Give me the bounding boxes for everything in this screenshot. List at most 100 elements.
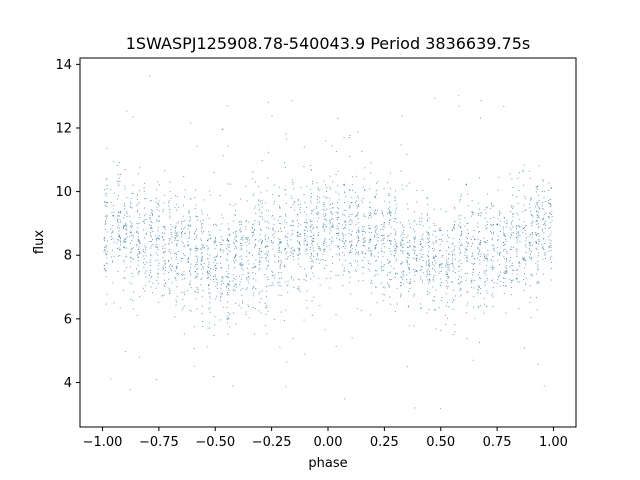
- data-point: [233, 260, 235, 262]
- data-point: [454, 331, 456, 333]
- data-point: [394, 244, 396, 246]
- data-point: [265, 314, 267, 316]
- data-point: [187, 260, 189, 262]
- data-point: [125, 238, 127, 240]
- data-point: [226, 105, 228, 107]
- data-point: [163, 251, 165, 253]
- data-point: [356, 261, 358, 263]
- data-point: [317, 202, 319, 204]
- data-point: [176, 203, 178, 205]
- data-point: [279, 216, 281, 218]
- data-point: [518, 262, 520, 264]
- data-point: [106, 244, 108, 246]
- data-point: [396, 246, 398, 248]
- data-point: [451, 281, 453, 283]
- data-point: [306, 223, 308, 225]
- data-point: [169, 181, 171, 183]
- data-point: [485, 257, 487, 259]
- data-point: [453, 228, 455, 230]
- data-point: [182, 299, 184, 300]
- data-point: [124, 188, 126, 190]
- data-point: [451, 243, 453, 245]
- y-tick-label: 14: [55, 58, 72, 73]
- data-point: [362, 253, 364, 255]
- data-point: [156, 279, 158, 281]
- data-point: [202, 222, 204, 224]
- data-point: [528, 256, 530, 258]
- data-point: [117, 215, 119, 217]
- data-point: [252, 288, 254, 289]
- data-point: [460, 287, 462, 289]
- data-point: [157, 254, 159, 256]
- data-point: [259, 260, 261, 262]
- data-point: [188, 212, 190, 214]
- data-point: [267, 254, 269, 256]
- data-point: [409, 240, 411, 241]
- data-point: [157, 265, 159, 267]
- data-point: [342, 213, 344, 215]
- data-point: [422, 247, 424, 249]
- data-point: [490, 224, 492, 226]
- data-point: [156, 379, 158, 380]
- data-point: [316, 226, 318, 228]
- data-point: [434, 308, 436, 310]
- data-point: [472, 359, 474, 361]
- data-point: [395, 190, 396, 192]
- data-point: [344, 191, 346, 193]
- data-point: [310, 226, 311, 227]
- data-point: [330, 277, 331, 279]
- data-point: [274, 274, 276, 276]
- data-point: [316, 213, 318, 214]
- data-point: [503, 234, 505, 236]
- data-point: [316, 206, 318, 207]
- data-point: [252, 235, 254, 237]
- data-point: [175, 252, 177, 254]
- data-point: [408, 305, 409, 307]
- data-point: [414, 274, 416, 276]
- data-point: [473, 263, 474, 265]
- data-point: [364, 245, 366, 247]
- data-point: [183, 228, 185, 230]
- data-point: [107, 251, 109, 253]
- data-point: [293, 225, 294, 226]
- data-point: [287, 258, 288, 260]
- data-point: [278, 285, 280, 287]
- data-point: [162, 252, 164, 254]
- data-point: [394, 252, 396, 254]
- data-point: [317, 213, 319, 215]
- data-point: [538, 235, 540, 237]
- data-point: [190, 287, 192, 289]
- data-point: [519, 241, 521, 243]
- data-point: [183, 333, 185, 335]
- data-point: [157, 259, 159, 261]
- data-point: [330, 240, 332, 242]
- data-point: [254, 246, 255, 248]
- data-point: [310, 247, 312, 249]
- data-point: [227, 243, 229, 245]
- data-point: [182, 215, 184, 217]
- data-point: [214, 240, 216, 242]
- data-point: [252, 227, 253, 229]
- data-point: [129, 266, 131, 268]
- data-point: [429, 280, 431, 281]
- y-axis-label: flux: [32, 230, 47, 254]
- data-point: [388, 193, 390, 194]
- data-point: [383, 263, 385, 265]
- data-point: [335, 151, 337, 152]
- data-point: [208, 284, 210, 285]
- data-point: [245, 185, 247, 187]
- data-point: [193, 290, 195, 292]
- data-point: [548, 215, 550, 217]
- data-point: [268, 222, 270, 224]
- data-point: [358, 280, 360, 282]
- data-point: [493, 245, 495, 247]
- data-point: [304, 237, 306, 239]
- data-point: [118, 177, 120, 179]
- data-point: [503, 241, 505, 243]
- data-point: [491, 259, 492, 261]
- data-point: [272, 227, 274, 229]
- data-point: [118, 221, 119, 223]
- data-point: [448, 276, 450, 278]
- data-point: [459, 253, 461, 255]
- data-point: [356, 270, 357, 272]
